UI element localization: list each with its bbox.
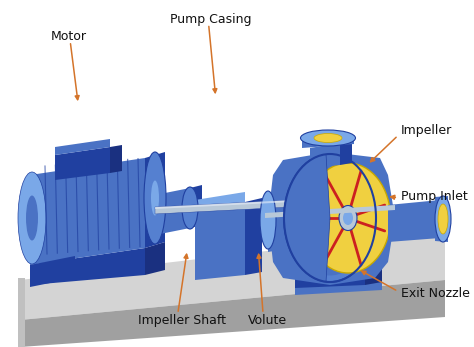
Polygon shape	[145, 242, 165, 275]
Polygon shape	[100, 251, 145, 273]
Ellipse shape	[301, 130, 356, 146]
Ellipse shape	[314, 134, 342, 143]
Polygon shape	[30, 256, 75, 287]
Ellipse shape	[435, 196, 451, 242]
Text: Exit Nozzle: Exit Nozzle	[401, 287, 469, 300]
Polygon shape	[302, 135, 354, 148]
Polygon shape	[55, 139, 110, 155]
Polygon shape	[388, 200, 440, 242]
Polygon shape	[195, 202, 245, 280]
Text: Impeller: Impeller	[401, 124, 452, 137]
Polygon shape	[110, 145, 122, 173]
Ellipse shape	[26, 195, 38, 240]
Ellipse shape	[313, 207, 327, 229]
Polygon shape	[284, 154, 330, 282]
Ellipse shape	[339, 205, 357, 230]
Polygon shape	[155, 196, 370, 209]
Polygon shape	[268, 191, 290, 252]
Ellipse shape	[343, 211, 353, 225]
Polygon shape	[310, 143, 340, 168]
Polygon shape	[18, 278, 25, 347]
Ellipse shape	[306, 163, 391, 273]
Polygon shape	[295, 278, 382, 295]
Polygon shape	[30, 248, 145, 285]
Polygon shape	[155, 196, 370, 214]
Polygon shape	[195, 192, 245, 210]
Ellipse shape	[284, 154, 376, 282]
Polygon shape	[435, 196, 448, 242]
Ellipse shape	[144, 152, 166, 244]
Polygon shape	[268, 152, 395, 285]
Text: Motor: Motor	[51, 30, 87, 43]
Polygon shape	[155, 188, 190, 235]
Ellipse shape	[438, 204, 448, 234]
Ellipse shape	[283, 153, 377, 283]
Polygon shape	[145, 152, 165, 248]
Polygon shape	[245, 198, 262, 275]
Ellipse shape	[18, 172, 46, 264]
Polygon shape	[20, 230, 445, 320]
Ellipse shape	[182, 187, 198, 229]
Polygon shape	[30, 158, 145, 265]
Polygon shape	[55, 147, 110, 180]
Polygon shape	[340, 141, 352, 165]
Text: Impeller Shaft: Impeller Shaft	[138, 314, 227, 328]
Ellipse shape	[151, 180, 159, 215]
Text: Pump Casing: Pump Casing	[170, 12, 252, 26]
Ellipse shape	[260, 191, 276, 249]
Ellipse shape	[289, 161, 371, 276]
Text: Volute: Volute	[248, 314, 287, 328]
Polygon shape	[295, 265, 365, 288]
Polygon shape	[20, 280, 445, 347]
Polygon shape	[365, 261, 382, 285]
Polygon shape	[190, 185, 202, 228]
Polygon shape	[265, 205, 395, 218]
Ellipse shape	[286, 157, 374, 279]
Text: Pump Inlet: Pump Inlet	[401, 189, 467, 203]
